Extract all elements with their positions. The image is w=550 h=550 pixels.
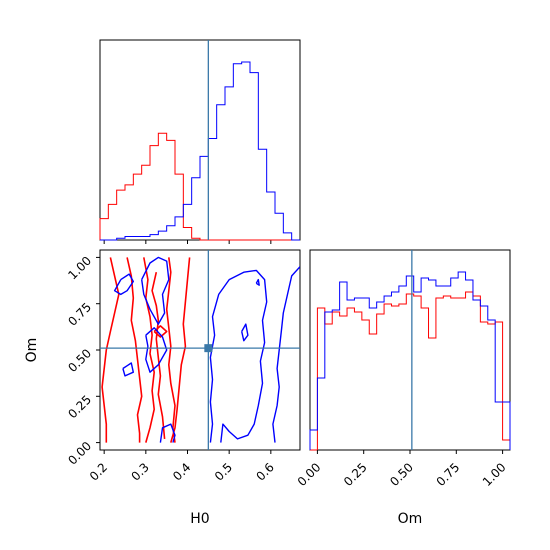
x-axis-title-om: Om (398, 511, 423, 527)
joint-contour-series (100, 250, 300, 450)
contour-red-1 (126, 257, 143, 443)
contour-blue-7 (255, 278, 260, 286)
joint-contour-frame (99, 249, 301, 451)
x-axis-title-h0: H0 (190, 511, 209, 527)
contour-red-4 (165, 257, 176, 443)
joint-contour-panel: 0.2 0.3 0.4 0.5 0.60.000.250.500.751.00 (65, 249, 301, 484)
contour-blue-0 (113, 273, 134, 296)
contour-red-5 (170, 257, 191, 443)
truth-marker (204, 344, 213, 353)
contour-blue-2 (145, 327, 168, 373)
contour-red-0 (101, 257, 120, 443)
contour-blue-8 (272, 266, 300, 443)
contour-blue-4 (159, 423, 176, 443)
histogram-h0-ticks (103, 240, 272, 244)
histogram-h0-frame (99, 39, 301, 241)
contour-blue-3 (122, 362, 134, 377)
histogram-h0-panel (99, 39, 301, 244)
histogram-om-series (309, 250, 511, 451)
contour-red-2 (143, 257, 155, 443)
histogram-h0-series (99, 40, 300, 241)
histogram-h0-red-series (99, 132, 300, 241)
contour-blue-1 (141, 256, 170, 325)
contour-blue-5 (209, 269, 268, 443)
histogram-om-frame (309, 249, 511, 451)
contour-red-6 (153, 325, 168, 338)
contour-blue-6 (241, 323, 249, 342)
histogram-om-panel: 0.00 0.25 0.50 0.75 1.00 (295, 249, 511, 489)
y-axis-title-om: Om (24, 338, 40, 363)
histogram-om-blue-series (309, 271, 511, 450)
joint-clipped-group (100, 250, 300, 450)
